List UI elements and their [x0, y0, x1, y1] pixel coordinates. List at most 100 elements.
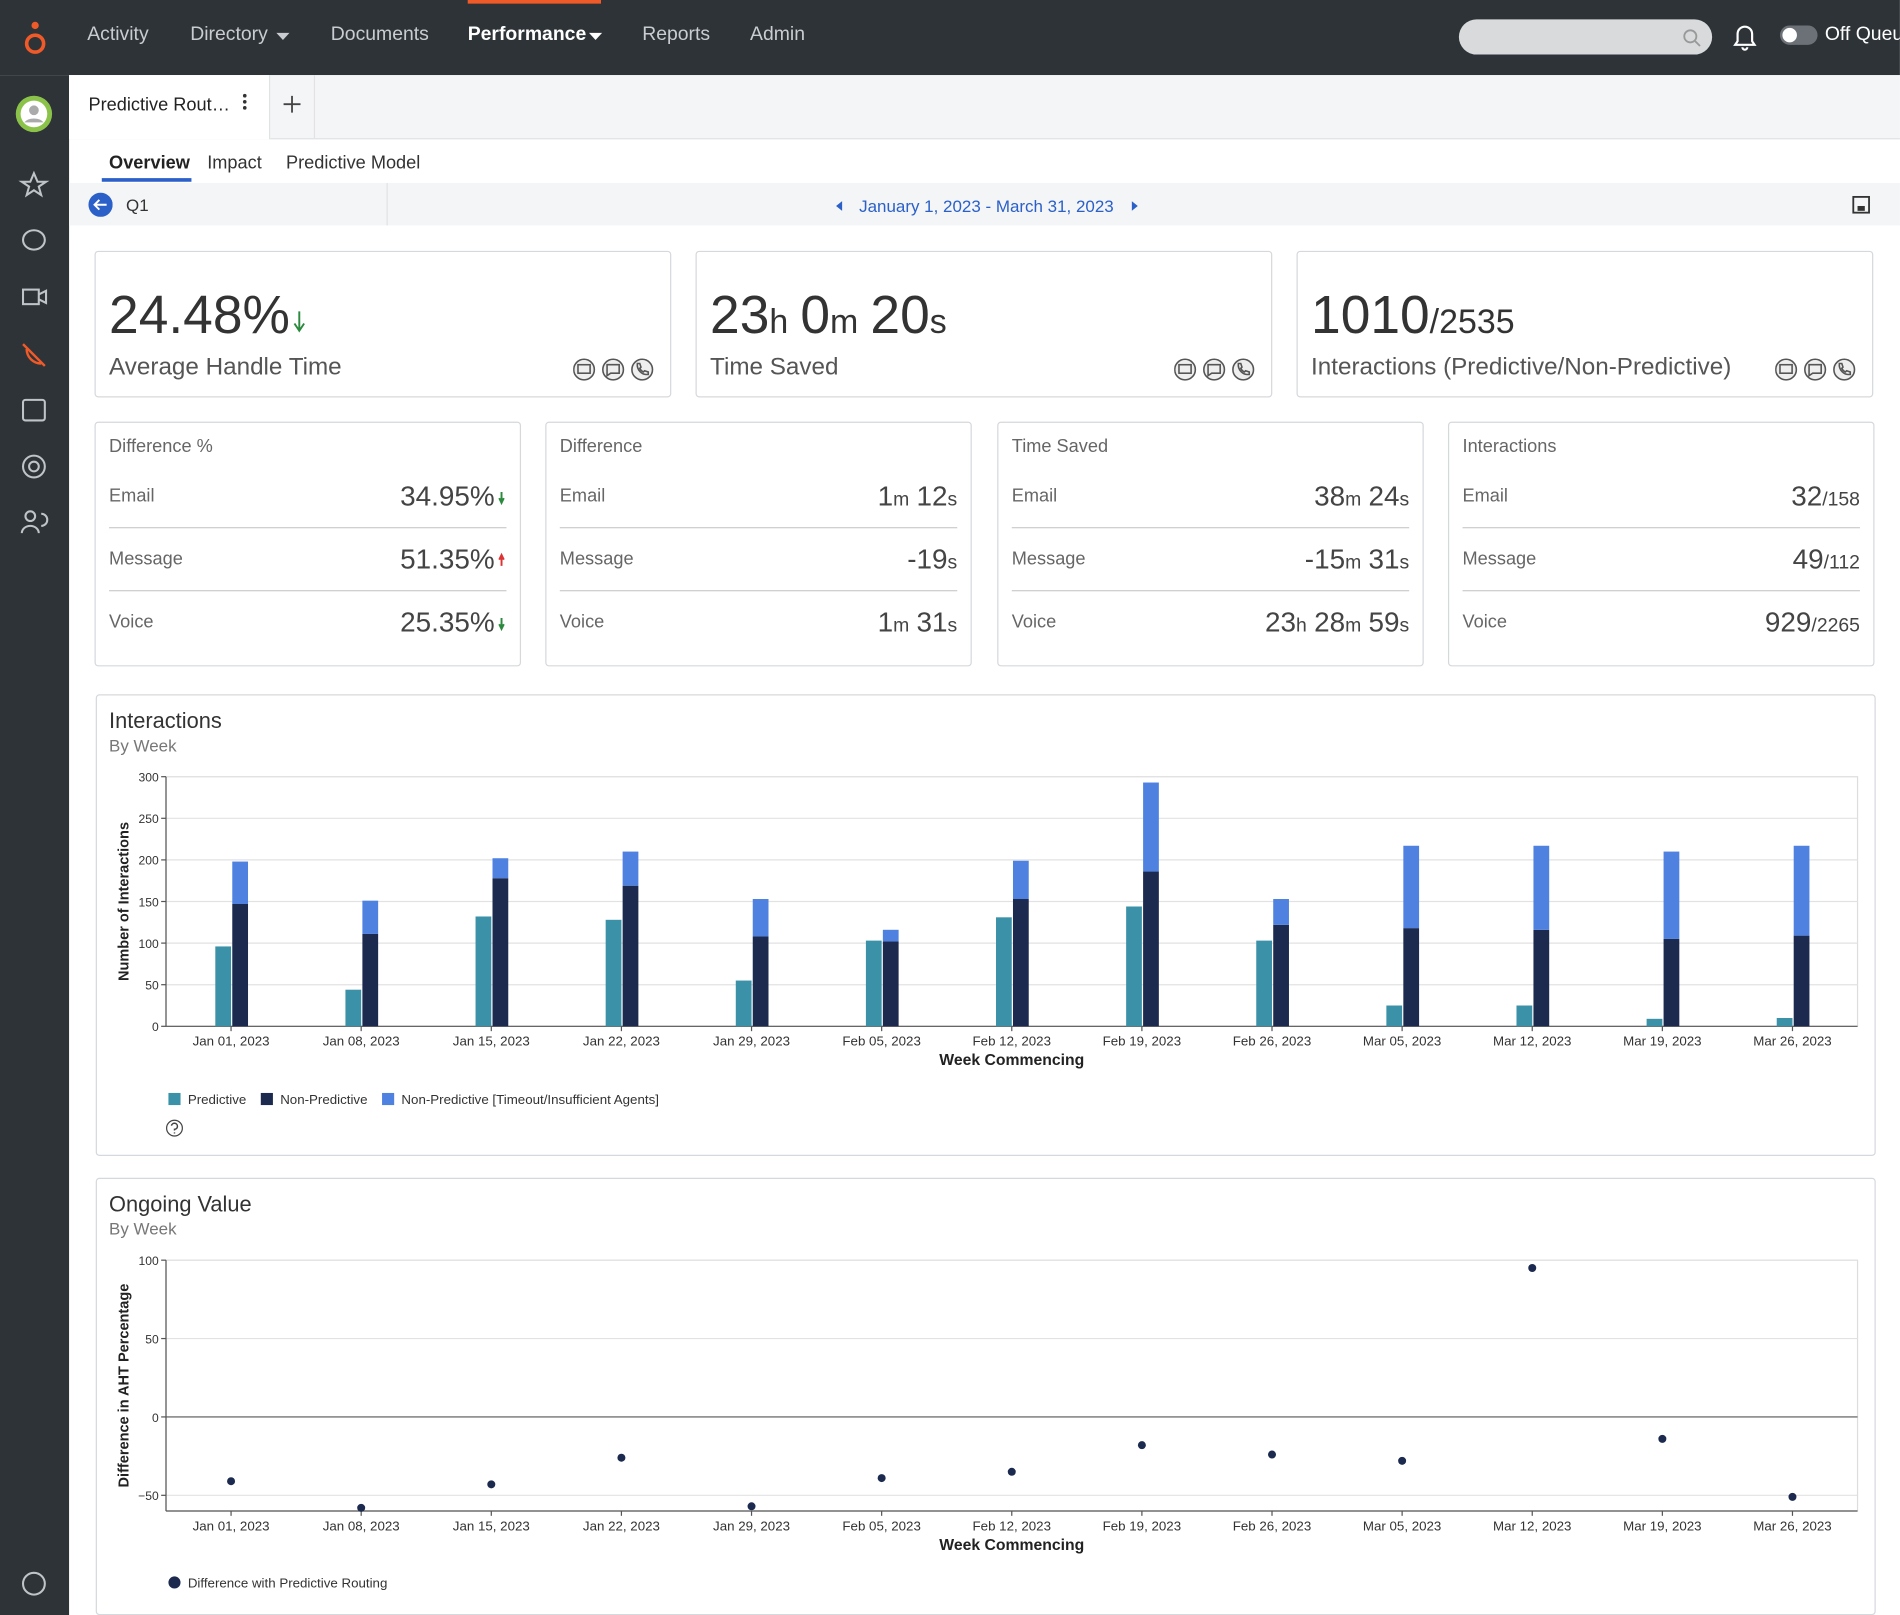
- bar: [996, 917, 1012, 1026]
- x-tick-label: Jan 15, 2023: [453, 1034, 530, 1049]
- bar: [1516, 1006, 1532, 1027]
- value-unit: m: [1345, 616, 1361, 637]
- row-label: Email: [560, 486, 605, 507]
- point: [878, 1474, 886, 1482]
- kpi-label: Time Saved: [710, 354, 838, 382]
- y-axis-title: Difference in AHT Percentage: [116, 1284, 132, 1488]
- row-label: Message: [560, 549, 634, 570]
- bar: [1647, 1019, 1663, 1026]
- point: [487, 1480, 495, 1488]
- point: [1268, 1451, 1276, 1459]
- bar: [883, 930, 899, 942]
- media-icons: [1174, 357, 1261, 381]
- value-group: 24.48%: [109, 286, 290, 345]
- value-unit: /2535: [1430, 303, 1515, 341]
- x-tick-label: Jan 15, 2023: [453, 1518, 530, 1533]
- y-axis-title: Number of Interactions: [116, 822, 132, 981]
- y-tick-label: 50: [145, 979, 159, 993]
- chart-subtitle: By Week: [109, 736, 177, 755]
- value-unit: h: [1296, 616, 1307, 637]
- value-group: 23h: [1265, 606, 1307, 638]
- x-tick-label: Mar 26, 2023: [1753, 1034, 1831, 1049]
- point: [617, 1454, 625, 1462]
- value-unit: m: [1345, 490, 1361, 511]
- row-label: Message: [1463, 549, 1537, 570]
- value-group: 20s: [870, 286, 946, 345]
- row-label: Email: [1463, 486, 1508, 507]
- help-glyph: [171, 1123, 177, 1133]
- bar: [1143, 783, 1159, 872]
- value-number: 23: [710, 286, 769, 345]
- row-label: Message: [1012, 549, 1086, 570]
- x-tick-label: Jan 01, 2023: [193, 1518, 270, 1533]
- row-label: Voice: [560, 612, 604, 633]
- value-number: 51.35%: [400, 543, 495, 575]
- value-number: 24: [1369, 480, 1400, 512]
- value-unit: s: [1400, 553, 1410, 574]
- bar: [623, 852, 639, 886]
- value-group: 32/158: [1791, 480, 1860, 512]
- detail-card: InteractionsEmail32/158Message49/112Voic…: [1448, 422, 1875, 667]
- value-number: 24.48%: [109, 286, 290, 345]
- value-unit: s: [1400, 616, 1410, 637]
- x-tick-label: Feb 19, 2023: [1103, 1518, 1181, 1533]
- x-tick-label: Feb 05, 2023: [842, 1518, 920, 1533]
- x-axis-title: Week Commencing: [939, 1052, 1084, 1069]
- x-tick-label: Feb 12, 2023: [973, 1518, 1051, 1533]
- kpi-label: Average Handle Time: [109, 354, 342, 382]
- bar: [493, 858, 509, 878]
- bar: [345, 990, 361, 1027]
- kpi-card: 23h0m20sTime Saved: [696, 251, 1273, 398]
- bar: [1533, 846, 1549, 930]
- value-unit: m: [830, 303, 858, 341]
- row-value: 1m31s: [878, 606, 958, 639]
- value-number: 49: [1793, 543, 1824, 575]
- row-value: -19s: [907, 543, 957, 576]
- point: [227, 1477, 235, 1485]
- value-group: 1m: [878, 606, 910, 638]
- value-number: 1: [878, 480, 894, 512]
- x-tick-label: Mar 12, 2023: [1493, 1518, 1571, 1533]
- value-group: 0m: [800, 286, 858, 345]
- value-unit: s: [930, 303, 947, 341]
- bar: [753, 899, 769, 936]
- value-group: 929/2265: [1765, 606, 1860, 638]
- x-tick-label: Jan 08, 2023: [323, 1034, 400, 1049]
- value-number: 12: [917, 480, 948, 512]
- row-value: 51.35%: [400, 543, 506, 576]
- trend-arrow: [497, 616, 506, 632]
- value-unit: s: [1400, 490, 1410, 511]
- bar: [362, 901, 378, 934]
- bar: [1664, 939, 1680, 1026]
- row-label: Voice: [1012, 612, 1056, 633]
- value-number: 31: [917, 606, 948, 638]
- kpi-value: 23h0m20s: [710, 286, 947, 347]
- x-tick-label: Jan 08, 2023: [323, 1518, 400, 1533]
- legend-marker: [261, 1093, 273, 1105]
- bar: [1143, 872, 1159, 1027]
- bar: [736, 981, 752, 1027]
- point: [1528, 1264, 1536, 1272]
- x-tick-label: Jan 22, 2023: [583, 1034, 660, 1049]
- x-tick-label: Mar 19, 2023: [1623, 1034, 1701, 1049]
- point: [1008, 1468, 1016, 1476]
- y-tick-label: 250: [139, 812, 159, 826]
- trend-arrow: [497, 490, 506, 506]
- value-number: 25.35%: [400, 606, 495, 638]
- bar: [1403, 846, 1419, 928]
- value-number: 1: [878, 606, 894, 638]
- bar: [232, 904, 248, 1026]
- value-group: 38m: [1314, 480, 1361, 512]
- x-tick-label: Feb 26, 2023: [1233, 1518, 1311, 1533]
- bar: [623, 886, 639, 1027]
- point: [1138, 1441, 1146, 1449]
- x-tick-label: Mar 12, 2023: [1493, 1034, 1571, 1049]
- value-number: 929: [1765, 606, 1811, 638]
- bar: [493, 878, 509, 1026]
- bar: [1794, 936, 1810, 1027]
- value-unit: s: [948, 553, 958, 574]
- value-number: 23: [1265, 606, 1296, 638]
- value-number: 1010: [1311, 286, 1430, 345]
- value-group: 31s: [1369, 543, 1410, 575]
